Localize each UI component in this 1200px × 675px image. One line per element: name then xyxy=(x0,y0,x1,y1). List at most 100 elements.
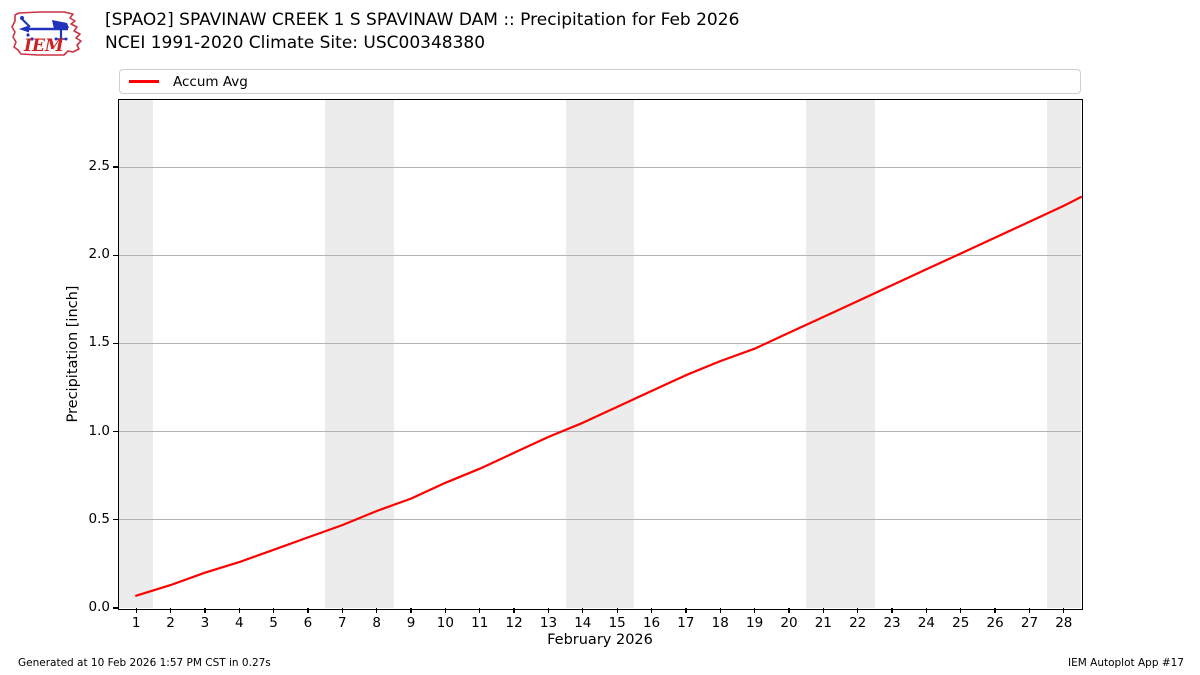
x-tick-mark xyxy=(272,608,275,613)
accum-avg-line xyxy=(135,195,1083,597)
iem-logo: IEM xyxy=(11,11,82,56)
x-tick-label: 20 xyxy=(780,615,798,631)
x-tick-label: 11 xyxy=(471,615,489,631)
ticks-layer xyxy=(113,100,1081,613)
chart-title-line1: [SPAO2] SPAVINAW CREEK 1 S SPAVINAW DAM … xyxy=(105,10,740,30)
x-tick-label: 23 xyxy=(883,615,901,631)
chart-title: [SPAO2] SPAVINAW CREEK 1 S SPAVINAW DAM … xyxy=(105,9,739,55)
x-tick-mark xyxy=(960,608,962,613)
x-tick-mark xyxy=(891,608,893,613)
x-tick-label: 8 xyxy=(372,615,381,631)
weather-vane-icon xyxy=(19,16,69,42)
legend: Accum Avg xyxy=(119,69,1081,94)
y-tick-label: 1.0 xyxy=(88,422,110,439)
x-tick-mark xyxy=(753,608,756,613)
legend-line-swatch xyxy=(129,80,159,83)
y-tick-label: 0.5 xyxy=(88,510,110,527)
x-tick-mark xyxy=(1028,608,1031,613)
x-axis-title: February 2026 xyxy=(547,632,653,648)
x-tick-label: 12 xyxy=(505,615,523,631)
x-tick-mark xyxy=(925,608,928,613)
x-tick-label: 15 xyxy=(608,615,626,631)
x-tick-label: 27 xyxy=(1020,615,1039,631)
x-tick-label: 22 xyxy=(849,615,867,631)
iem-logo-text: IEM xyxy=(23,36,65,56)
x-tick-mark xyxy=(479,608,481,613)
x-tick-mark xyxy=(788,608,790,613)
x-tick-label: 7 xyxy=(338,615,347,631)
y-gridline xyxy=(119,431,1081,433)
x-tick-mark xyxy=(582,608,584,613)
x-tick-mark xyxy=(341,608,343,613)
x-tick-mark xyxy=(135,608,137,613)
x-tick-mark xyxy=(857,608,859,613)
x-tick-label: 3 xyxy=(200,615,210,631)
weekend-band xyxy=(119,100,154,608)
x-tick-label: 16 xyxy=(642,615,661,631)
chart-title-line2: NCEI 1991-2020 Climate Site: USC00348380 xyxy=(105,33,486,53)
x-tick-mark xyxy=(719,608,721,613)
x-tick-label: 14 xyxy=(574,615,592,631)
y-tick-label: 2.5 xyxy=(88,158,110,175)
x-tick-label: 5 xyxy=(269,615,278,631)
y-gridline xyxy=(119,519,1081,521)
bands-layer xyxy=(119,100,1081,608)
ticklabels-layer: 1 2 3 4 5 6 7 8 9 10 11 12 13 14 15 16 17 18 19 20 21 22 23 24 2… xyxy=(89,100,1081,631)
x-tick-label: 24 xyxy=(917,615,935,631)
x-tick-label: 17 xyxy=(677,615,695,631)
weekend-band xyxy=(565,100,635,608)
grid-layer xyxy=(119,100,1081,608)
y-gridline xyxy=(119,166,1081,168)
y-gridline xyxy=(119,342,1081,344)
x-tick-mark xyxy=(822,608,824,613)
legend-item-label: Accum Avg xyxy=(173,73,248,90)
x-tick-mark xyxy=(376,608,378,613)
y-tick-label: 0.0 xyxy=(88,599,110,615)
y-tick-label: 1.5 xyxy=(88,334,110,351)
x-tick-mark xyxy=(204,608,206,613)
x-tick-label: 4 xyxy=(234,615,244,631)
generated-timestamp: Generated at 10 Feb 2026 1:57 PM CST in … xyxy=(18,657,271,669)
x-tick-mark xyxy=(444,608,447,613)
y-tick-mark xyxy=(113,430,118,433)
x-tick-label: 21 xyxy=(814,615,832,631)
x-tick-mark xyxy=(410,608,412,613)
x-tick-mark xyxy=(994,608,996,613)
x-tick-mark xyxy=(685,608,687,613)
x-tick-mark xyxy=(307,608,309,613)
y-axis-title: Precipitation [inch] xyxy=(65,285,81,423)
x-tick-mark xyxy=(616,608,618,613)
iowa-outline xyxy=(11,11,82,56)
y-tick-mark xyxy=(113,607,118,609)
plot-area: 1 2 3 4 5 6 7 8 9 10 11 12 13 14 15 16 17 18 19 20 21 22 23 24 2… xyxy=(89,98,1083,631)
weekend-band xyxy=(806,100,875,608)
x-tick-label: 10 xyxy=(436,615,454,631)
x-tick-label: 25 xyxy=(952,615,970,631)
x-tick-mark xyxy=(650,608,653,613)
weekend-band xyxy=(325,100,394,608)
app-credit: IEM Autoplot App #17 xyxy=(1068,657,1184,669)
y-tick-mark xyxy=(113,519,118,521)
x-tick-mark xyxy=(1063,608,1065,613)
y-tick-mark xyxy=(113,166,118,168)
x-tick-mark xyxy=(169,608,172,613)
y-tick-mark xyxy=(113,342,118,345)
x-tick-label: 9 xyxy=(406,615,416,631)
x-tick-label: 26 xyxy=(986,615,1004,631)
x-tick-label: 1 xyxy=(131,615,141,631)
x-tick-mark xyxy=(513,608,515,613)
x-tick-mark xyxy=(547,608,550,613)
y-gridline xyxy=(119,254,1081,256)
x-tick-label: 2 xyxy=(166,615,175,631)
y-tick-label: 2.0 xyxy=(88,246,110,263)
x-tick-label: 19 xyxy=(746,615,764,631)
x-tick-label: 28 xyxy=(1055,615,1073,631)
x-tick-label: 13 xyxy=(539,615,558,631)
series-layer xyxy=(135,195,1083,597)
x-tick-mark xyxy=(238,608,240,613)
x-tick-label: 18 xyxy=(711,615,729,631)
weekend-band xyxy=(1046,100,1081,608)
x-tick-label: 6 xyxy=(303,615,313,631)
y-tick-mark xyxy=(113,254,118,256)
